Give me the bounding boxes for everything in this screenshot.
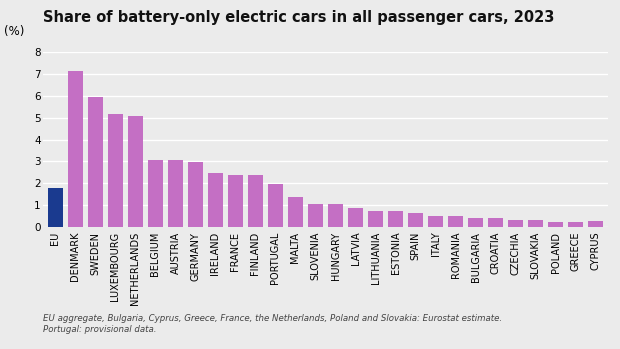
Bar <box>248 175 263 227</box>
Bar <box>448 216 463 227</box>
Bar <box>328 204 343 227</box>
Bar <box>168 160 183 227</box>
Bar <box>48 188 63 227</box>
Bar <box>488 218 503 227</box>
Bar <box>68 71 83 227</box>
Bar <box>468 218 483 227</box>
Bar <box>288 197 303 227</box>
Bar <box>228 175 243 227</box>
Text: (%): (%) <box>4 25 24 38</box>
Bar <box>508 220 523 227</box>
Bar <box>428 216 443 227</box>
Text: Share of battery-only electric cars in all passenger cars, 2023: Share of battery-only electric cars in a… <box>43 10 555 25</box>
Bar <box>348 208 363 227</box>
Bar <box>268 184 283 227</box>
Bar <box>368 211 383 227</box>
Bar <box>408 213 423 227</box>
Bar <box>188 162 203 227</box>
Bar <box>208 173 223 227</box>
Bar <box>148 160 163 227</box>
Bar <box>308 204 323 227</box>
Bar <box>128 117 143 227</box>
Bar <box>568 223 583 227</box>
Bar <box>528 220 543 227</box>
Bar <box>588 221 603 227</box>
Text: EU aggregate, Bulgaria, Cyprus, Greece, France, the Netherlands, Poland and Slov: EU aggregate, Bulgaria, Cyprus, Greece, … <box>43 314 503 334</box>
Bar <box>388 211 403 227</box>
Bar <box>548 222 563 227</box>
Bar <box>108 114 123 227</box>
Bar <box>88 97 103 227</box>
